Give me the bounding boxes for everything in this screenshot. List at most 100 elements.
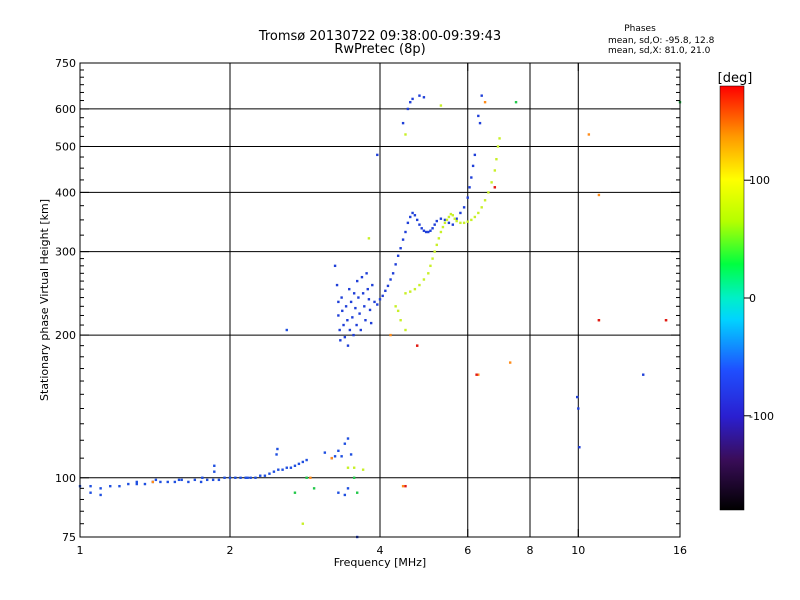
data-point [394,305,397,308]
y-axis-label: Stationary phase Virtual Height [km] [38,199,51,401]
data-point [399,247,402,250]
data-point [135,482,138,486]
data-point [118,484,121,488]
data-point [348,287,351,291]
data-point [418,223,421,226]
data-point [343,335,347,339]
data-point [361,468,365,471]
data-point [305,476,308,479]
data-point [358,312,361,315]
data-point [343,493,347,497]
data-point [154,478,158,482]
data-point [343,442,347,445]
data-point [433,250,436,253]
data-point [429,229,432,232]
colorbar-tick-label: -100 [749,410,774,423]
x-tick-label: 1 [77,544,84,557]
data-point [263,474,267,477]
data-point [415,344,419,347]
colorbar: [deg] 100 0 -100 [718,71,774,511]
data-point [470,176,473,179]
chart-title: Tromsø 20130722 09:38:00-09:39:43 [258,29,501,44]
y-tick-label: 400 [55,186,76,199]
data-point [427,230,430,234]
data-point [159,480,162,484]
data-point [459,211,462,215]
data-point [411,211,414,215]
data-point [135,480,138,484]
grid-lines [80,63,680,537]
data-point [493,169,497,172]
data-point [352,466,356,469]
data-point [301,460,305,464]
data-point [466,220,469,223]
x-tick-label: 6 [464,544,471,557]
data-point [109,484,112,488]
data-point [418,283,421,287]
data-point [471,164,475,168]
data-point [470,218,473,222]
data-point [396,309,400,313]
data-point [401,238,405,241]
data-point [462,206,466,209]
data-point [201,476,204,479]
data-point [366,287,369,291]
data-point [475,373,478,376]
data-point [493,186,497,189]
data-point [443,221,447,225]
colorbar-ticks: 100 0 -100 [744,174,774,423]
data-point [462,221,466,225]
data-point [508,361,512,364]
data-point [323,451,327,454]
x-tick-labels: 1 2 4 6 8 10 16 [77,544,688,557]
data-point [422,229,426,232]
data-point [449,212,453,216]
x-tick-label: 16 [673,544,687,557]
y-tick-label: 600 [55,103,76,116]
data-point [447,215,451,219]
data-point [459,221,462,225]
data-point [455,219,458,223]
data-point [468,186,471,189]
data-point [391,272,395,275]
data-point [424,230,428,234]
data-point [293,464,297,467]
data-point [276,447,279,451]
data-point [297,462,301,466]
data-point [364,319,367,322]
data-point [495,158,498,161]
colorbar-gradient [719,85,745,511]
data-point [342,323,345,327]
data-point [333,455,337,458]
y-tick-label: 75 [62,531,76,544]
data-point [480,206,483,209]
data-point [384,289,387,293]
data-point [330,456,333,460]
data-point [597,319,601,322]
data-point [455,217,458,220]
data-point [275,453,278,456]
data-point [477,211,480,215]
data-point [355,491,359,494]
data-point [404,484,407,488]
data-point [389,278,392,281]
data-point [127,482,130,486]
data-point [451,223,455,226]
data-point [386,284,390,288]
data-point [406,221,410,225]
data-point [217,478,221,482]
data-point [404,230,407,234]
x-tick-label: 10 [571,544,585,557]
data-point [352,292,356,295]
data-point [389,333,392,337]
data-point [349,453,353,456]
data-point [228,476,232,479]
data-point [427,272,430,275]
data-point [404,133,407,136]
data-point [360,275,364,279]
data-point [339,339,342,342]
data-point [337,449,340,453]
data-point [451,214,455,217]
data-point [401,484,405,488]
